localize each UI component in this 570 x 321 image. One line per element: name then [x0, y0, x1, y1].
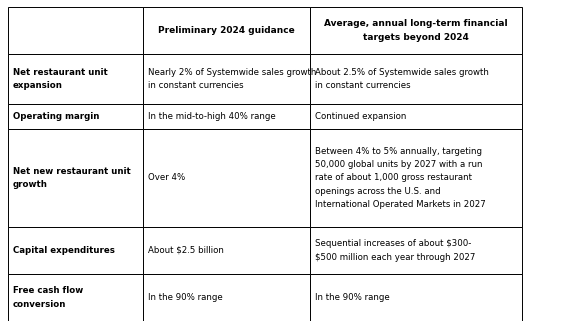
Bar [8, 274, 143, 321]
Bar [143, 129, 310, 227]
Bar [8, 227, 143, 274]
Bar [310, 7, 522, 54]
Bar [310, 104, 522, 129]
Bar [310, 129, 522, 227]
Bar [8, 104, 143, 129]
Text: Over 4%: Over 4% [148, 173, 185, 183]
Bar [310, 54, 522, 104]
Text: Preliminary 2024 guidance: Preliminary 2024 guidance [158, 26, 295, 35]
Text: Capital expenditures: Capital expenditures [13, 246, 115, 255]
Text: In the 90% range: In the 90% range [315, 293, 390, 302]
Text: In the mid-to-high 40% range: In the mid-to-high 40% range [148, 112, 276, 121]
Bar [143, 104, 310, 129]
Bar [8, 129, 143, 227]
Bar [143, 7, 310, 54]
Text: About 2.5% of Systemwide sales growth
in constant currencies: About 2.5% of Systemwide sales growth in… [315, 68, 489, 90]
Text: Between 4% to 5% annually, targeting
50,000 global units by 2027 with a run
rate: Between 4% to 5% annually, targeting 50,… [315, 147, 486, 209]
Text: Operating margin: Operating margin [13, 112, 99, 121]
Bar [143, 54, 310, 104]
Text: Average, annual long-term financial
targets beyond 2024: Average, annual long-term financial targ… [324, 19, 508, 42]
Bar [8, 7, 143, 54]
Text: In the 90% range: In the 90% range [148, 293, 223, 302]
Text: Nearly 2% of Systemwide sales growth
in constant currencies: Nearly 2% of Systemwide sales growth in … [148, 68, 316, 90]
Bar [143, 274, 310, 321]
Bar [8, 54, 143, 104]
Bar [143, 227, 310, 274]
Text: Free cash flow
conversion: Free cash flow conversion [13, 286, 83, 308]
Text: Net restaurant unit
expansion: Net restaurant unit expansion [13, 68, 108, 90]
Text: Net new restaurant unit
growth: Net new restaurant unit growth [13, 167, 131, 189]
Text: About $2.5 billion: About $2.5 billion [148, 246, 224, 255]
Text: Continued expansion: Continued expansion [315, 112, 406, 121]
Bar [310, 274, 522, 321]
Bar [310, 227, 522, 274]
Text: Sequential increases of about $300-
$500 million each year through 2027: Sequential increases of about $300- $500… [315, 239, 475, 262]
